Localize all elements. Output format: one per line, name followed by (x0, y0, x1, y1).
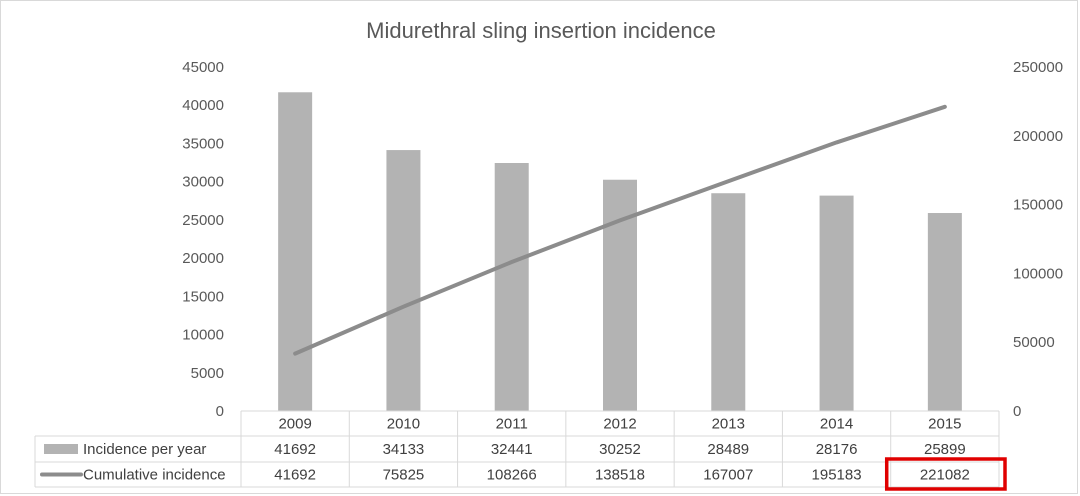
table-cell-value: 75825 (383, 467, 425, 484)
primary-y-tick-label: 40000 (182, 97, 224, 114)
table-cell-value: 28489 (707, 441, 749, 458)
primary-y-tick-label: 20000 (182, 250, 224, 267)
table-cell-value: 25899 (924, 441, 966, 458)
chart-title: Midurethral sling insertion incidence (366, 18, 716, 43)
table-cell-value: 28176 (816, 441, 858, 458)
table-cell-value: 34133 (383, 441, 425, 458)
category-label: 2010 (387, 416, 420, 433)
table-cell-value: 41692 (274, 467, 316, 484)
legend-label: Cumulative incidence (83, 467, 226, 484)
data-table: 2009 2010 2011 2012 2013 2014 2015 Incidence pe… (34, 410, 1000, 488)
bar-2013 (711, 193, 746, 411)
secondary-y-tick-label: 0 (1013, 403, 1021, 420)
primary-y-axis: 0 5000 10000 15000 20000 25000 30000 35000 40000… (182, 59, 224, 420)
line-point-2015 (944, 106, 946, 108)
line-point-2009 (294, 353, 296, 355)
primary-y-tick-label: 5000 (191, 365, 224, 382)
line-point-2012 (619, 219, 621, 221)
category-label: 2011 (496, 416, 528, 433)
category-label: 2013 (712, 416, 745, 433)
secondary-y-axis: 0 50000 100000 150000 200000 250000 (1013, 59, 1063, 420)
legend-label: Incidence per year (83, 441, 206, 458)
table-cell-value: 138518 (595, 467, 645, 484)
primary-y-tick-label: 30000 (182, 174, 224, 191)
table-cell-value: 167007 (703, 467, 753, 484)
table-cell-value: 108266 (487, 467, 537, 484)
bar-2010 (386, 150, 421, 411)
secondary-y-tick-label: 100000 (1013, 265, 1063, 282)
table-cell-value: 195183 (812, 467, 862, 484)
primary-y-tick-label: 35000 (182, 135, 224, 152)
line-point-2013 (727, 180, 729, 182)
table-cell-value: 221082 (920, 467, 970, 484)
category-label: 2012 (603, 416, 636, 433)
bar-2015 (927, 213, 962, 411)
highlight-box (884, 457, 1007, 491)
line-point-2010 (402, 306, 404, 308)
category-label: 2014 (820, 416, 853, 433)
secondary-y-tick-label: 250000 (1013, 59, 1063, 76)
bar-2011 (494, 163, 529, 411)
bar-2009 (278, 92, 313, 412)
legend-key-bar (44, 444, 78, 454)
category-label: 2009 (278, 416, 311, 433)
secondary-y-tick-label: 150000 (1013, 197, 1063, 214)
primary-y-tick-label: 15000 (182, 288, 224, 305)
line-series (293, 104, 947, 356)
primary-y-tick-label: 45000 (182, 59, 224, 76)
secondary-y-tick-label: 50000 (1013, 334, 1055, 351)
table-cell-value: 41692 (274, 441, 316, 458)
secondary-y-tick-label: 200000 (1013, 128, 1063, 145)
bar-series (278, 92, 962, 412)
line-point-2014 (836, 141, 838, 143)
category-label: 2015 (928, 416, 961, 433)
highlight-layer (884, 457, 1007, 491)
primary-y-tick-label: 25000 (182, 212, 224, 229)
bar-2014 (819, 195, 854, 411)
primary-y-tick-label: 0 (216, 403, 224, 420)
primary-y-tick-label: 10000 (182, 327, 224, 344)
table-cell-value: 30252 (599, 441, 641, 458)
line-point-2011 (511, 261, 513, 263)
table-cell-value: 32441 (491, 441, 533, 458)
